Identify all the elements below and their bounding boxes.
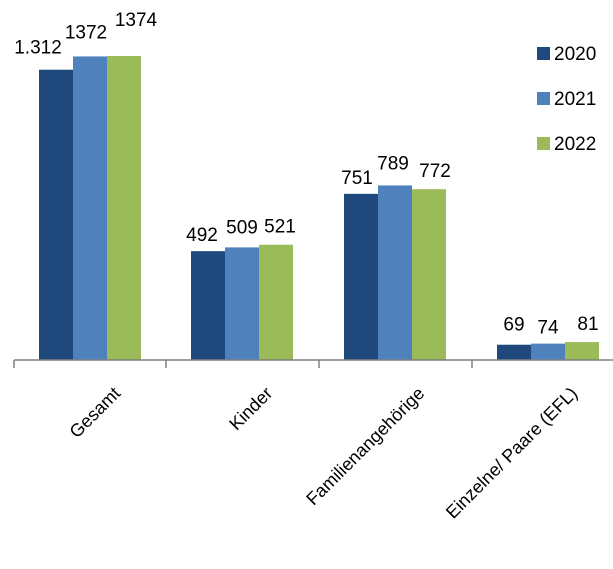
data-label: 1374 (115, 10, 158, 31)
data-label: 772 (419, 161, 451, 182)
data-label: 509 (226, 217, 258, 238)
data-label: 492 (186, 225, 218, 246)
x-tick-labels: Gesamt Kinder Familienangehörige Einzelne/ … (66, 383, 582, 522)
bar-kinder-2020 (191, 251, 225, 360)
bar-einzelne-paare-efl-2022 (565, 342, 599, 360)
legend-swatch-2021 (537, 92, 550, 105)
legend-swatch-2020 (537, 47, 550, 60)
bar-familienangeh-rige-2021 (378, 185, 412, 360)
legend-label-2020: 2020 (554, 44, 596, 65)
bar-gesamt-2022 (107, 56, 141, 360)
bar-gesamt-2020 (39, 69, 73, 360)
bar-gesamt-2021 (73, 56, 107, 360)
bar-einzelne-paare-efl-2020 (497, 344, 531, 360)
data-label: 69 (503, 315, 524, 336)
x-tick-label: Kinder (225, 383, 276, 434)
bar-kinder-2022 (259, 244, 293, 360)
bar-kinder-2021 (225, 247, 259, 360)
data-label: 1372 (65, 22, 107, 43)
data-label: 751 (341, 168, 373, 189)
legend-label-2022: 2022 (554, 134, 596, 155)
data-label: 789 (377, 153, 409, 174)
legend-label-2021: 2021 (554, 89, 596, 110)
legend: 2020 2021 2022 (537, 44, 596, 155)
x-axis (13, 359, 613, 368)
data-label: 74 (537, 318, 559, 339)
bar-einzelne-paare-efl-2021 (531, 343, 565, 360)
legend-swatch-2022 (537, 137, 550, 150)
x-tick-label: Gesamt (66, 383, 125, 442)
data-label: 1.312 (14, 38, 62, 59)
bar-familienangeh-rige-2022 (412, 189, 446, 360)
data-label: 521 (264, 217, 296, 238)
x-tick-label: Familienangehörige (302, 383, 428, 509)
bars-group (39, 56, 599, 360)
x-tick-label: Einzelne/ Paare (EFL) (442, 383, 581, 522)
data-label: 81 (577, 314, 598, 335)
bar-familienangeh-rige-2020 (344, 193, 378, 360)
